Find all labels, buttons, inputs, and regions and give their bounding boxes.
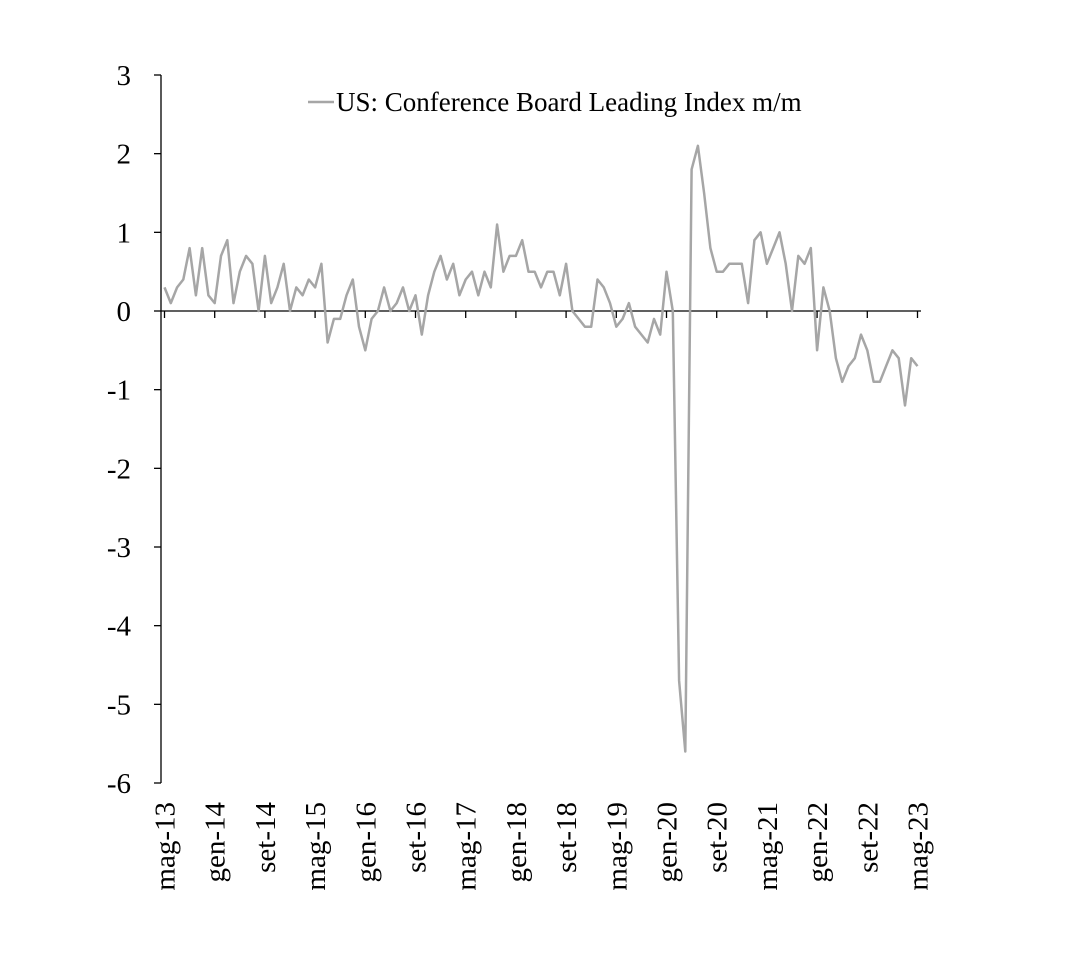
- y-tick-label: -2: [107, 453, 131, 485]
- x-tick-label: gen-22: [802, 802, 834, 883]
- x-axis: mag-13 gen-14 set-14 mag-15 gen-16 set-16 mag-…: [150, 310, 935, 891]
- series-line: [163, 144, 919, 753]
- x-tick-label: mag-21: [752, 802, 784, 891]
- x-tick-label: mag-17: [451, 802, 483, 891]
- y-tick-label: -6: [107, 768, 131, 800]
- y-tick-label: 0: [117, 296, 132, 328]
- series-layer: [163, 144, 919, 753]
- x-tick-label: set-14: [250, 802, 282, 873]
- x-tick-label: gen-14: [200, 802, 232, 883]
- legend-label: US: Conference Board Leading Index m/m: [336, 87, 802, 117]
- y-tick-label: -4: [107, 611, 132, 643]
- x-tick-label: set-16: [401, 802, 433, 873]
- x-tick-label: gen-16: [350, 802, 382, 883]
- y-tick-label: 1: [117, 217, 132, 249]
- x-tick-label: mag-19: [601, 802, 633, 891]
- y-axis: 3 2 1 0 -1 -2 -3 -4 -5 -6: [107, 60, 162, 800]
- x-tick-label: set-18: [551, 802, 583, 873]
- x-tick-label: gen-20: [652, 802, 684, 883]
- x-tick-label: set-20: [702, 802, 734, 873]
- x-tick-label: set-22: [852, 802, 884, 873]
- x-tick-label: mag-15: [300, 802, 332, 891]
- x-tick-label: mag-23: [903, 802, 935, 891]
- y-tick-label: 3: [117, 60, 132, 92]
- legend: US: Conference Board Leading Index m/m: [308, 87, 802, 117]
- x-tick-label: gen-18: [501, 802, 533, 883]
- y-tick-label: -5: [107, 689, 131, 721]
- x-tick-label: mag-13: [150, 802, 182, 891]
- y-tick-label: -3: [107, 532, 131, 564]
- y-tick-label: 2: [117, 139, 132, 171]
- y-tick-label: -1: [107, 375, 131, 407]
